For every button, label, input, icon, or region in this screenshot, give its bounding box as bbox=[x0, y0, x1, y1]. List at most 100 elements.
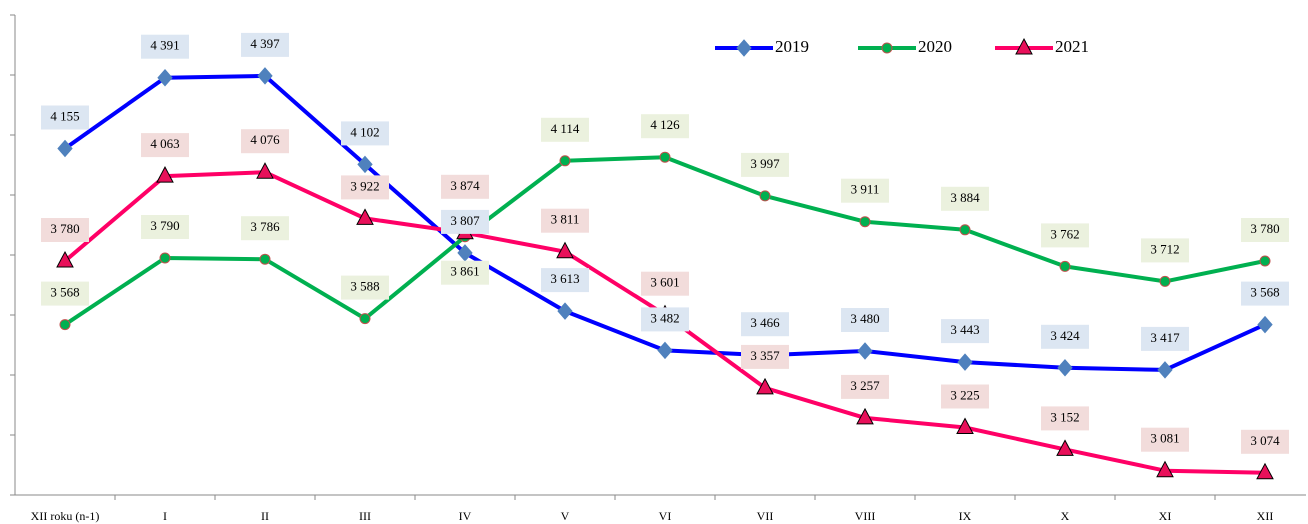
label-bg bbox=[741, 312, 789, 337]
label-bg bbox=[41, 105, 89, 130]
data-label: 4 063 bbox=[150, 136, 179, 151]
data-label: 3 780 bbox=[50, 221, 79, 236]
x-tick-label: IV bbox=[459, 509, 472, 523]
marker bbox=[1059, 260, 1071, 272]
data-label: 3 466 bbox=[750, 315, 780, 330]
marker bbox=[959, 224, 971, 236]
data-label: 4 391 bbox=[150, 38, 179, 53]
label-bg bbox=[341, 275, 389, 300]
data-label: 3 588 bbox=[350, 279, 379, 294]
label-bg bbox=[241, 129, 289, 154]
label-bg bbox=[841, 308, 889, 332]
x-tick-label: XII bbox=[1257, 509, 1274, 523]
marker bbox=[659, 151, 671, 163]
label-bg bbox=[541, 208, 589, 233]
label-bg bbox=[1041, 223, 1089, 248]
data-label: 4 076 bbox=[250, 132, 280, 147]
x-tick-label: V bbox=[561, 509, 570, 523]
marker bbox=[256, 162, 274, 179]
data-label: 4 102 bbox=[350, 124, 379, 139]
marker bbox=[1257, 315, 1273, 334]
x-tick-label: II bbox=[261, 509, 269, 523]
marker bbox=[759, 190, 771, 202]
marker bbox=[557, 302, 573, 320]
label-bg bbox=[441, 260, 489, 285]
marker bbox=[259, 253, 271, 265]
x-tick-label: III bbox=[359, 509, 371, 523]
data-label: 3 424 bbox=[1050, 328, 1080, 343]
label-bg bbox=[641, 271, 689, 296]
data-label: 3 568 bbox=[50, 285, 79, 300]
label-bg bbox=[1141, 326, 1189, 351]
label-bg bbox=[441, 174, 489, 199]
marker bbox=[157, 68, 173, 87]
label-bg bbox=[1141, 238, 1189, 263]
label-bg bbox=[1141, 427, 1189, 452]
x-tick-label: X bbox=[1061, 509, 1070, 523]
marker bbox=[957, 353, 973, 371]
marker bbox=[359, 313, 371, 325]
data-label: 3 811 bbox=[551, 212, 580, 227]
legend-label: 2020 bbox=[918, 37, 952, 56]
legend-label: 2019 bbox=[775, 37, 809, 56]
marker bbox=[857, 342, 873, 360]
data-label: 3 225 bbox=[950, 387, 979, 402]
x-tick-label: VII bbox=[757, 509, 774, 523]
x-tick-label: XI bbox=[1159, 509, 1172, 523]
data-label: 3 482 bbox=[650, 310, 679, 325]
marker bbox=[1057, 359, 1073, 377]
data-label: 4 397 bbox=[250, 36, 280, 51]
label-bg bbox=[141, 34, 189, 59]
data-label: 3 922 bbox=[350, 178, 379, 193]
data-label: 3 874 bbox=[450, 178, 480, 193]
marker bbox=[1015, 37, 1033, 55]
label-bg bbox=[141, 215, 189, 239]
label-bg bbox=[741, 344, 789, 369]
marker bbox=[59, 319, 71, 331]
data-label: 3 601 bbox=[650, 275, 679, 290]
label-bg bbox=[1241, 281, 1289, 306]
label-bg bbox=[741, 152, 789, 177]
data-label: 4 114 bbox=[551, 121, 580, 136]
data-label: 3 613 bbox=[550, 271, 579, 286]
data-label: 3 152 bbox=[1050, 409, 1079, 424]
marker bbox=[956, 417, 974, 434]
marker bbox=[556, 241, 574, 259]
data-label: 3 443 bbox=[950, 322, 979, 337]
label-bg bbox=[541, 117, 589, 142]
legend-label: 2021 bbox=[1055, 37, 1089, 56]
marker bbox=[1157, 361, 1173, 379]
marker bbox=[1159, 275, 1171, 287]
label-bg bbox=[841, 178, 889, 203]
data-label: 3 997 bbox=[750, 156, 780, 171]
data-label: 3 807 bbox=[450, 213, 480, 228]
data-label: 3 357 bbox=[750, 348, 780, 363]
data-label: 3 786 bbox=[250, 219, 280, 234]
data-label: 3 074 bbox=[1250, 433, 1280, 448]
marker bbox=[1256, 462, 1274, 480]
marker bbox=[356, 208, 374, 225]
marker bbox=[559, 155, 571, 167]
marker bbox=[1156, 460, 1174, 478]
marker bbox=[756, 377, 774, 395]
label-bg bbox=[141, 133, 189, 158]
label-bg bbox=[1241, 429, 1289, 454]
data-label: 3 568 bbox=[1250, 285, 1279, 300]
data-label: 3 417 bbox=[1150, 330, 1180, 345]
marker bbox=[156, 166, 174, 183]
marker bbox=[657, 341, 673, 360]
marker bbox=[736, 39, 752, 57]
marker bbox=[357, 155, 373, 174]
x-tick-label: XII roku (n-1) bbox=[31, 509, 100, 523]
data-label: 4 126 bbox=[650, 117, 680, 132]
marker bbox=[159, 252, 171, 264]
label-bg bbox=[941, 384, 989, 409]
label-bg bbox=[641, 307, 689, 332]
data-label: 3 780 bbox=[1250, 221, 1279, 236]
data-label: 3 790 bbox=[150, 218, 179, 233]
label-bg bbox=[341, 175, 389, 200]
data-label: 3 861 bbox=[450, 264, 479, 279]
data-label: 3 884 bbox=[950, 190, 980, 205]
marker bbox=[57, 139, 73, 158]
